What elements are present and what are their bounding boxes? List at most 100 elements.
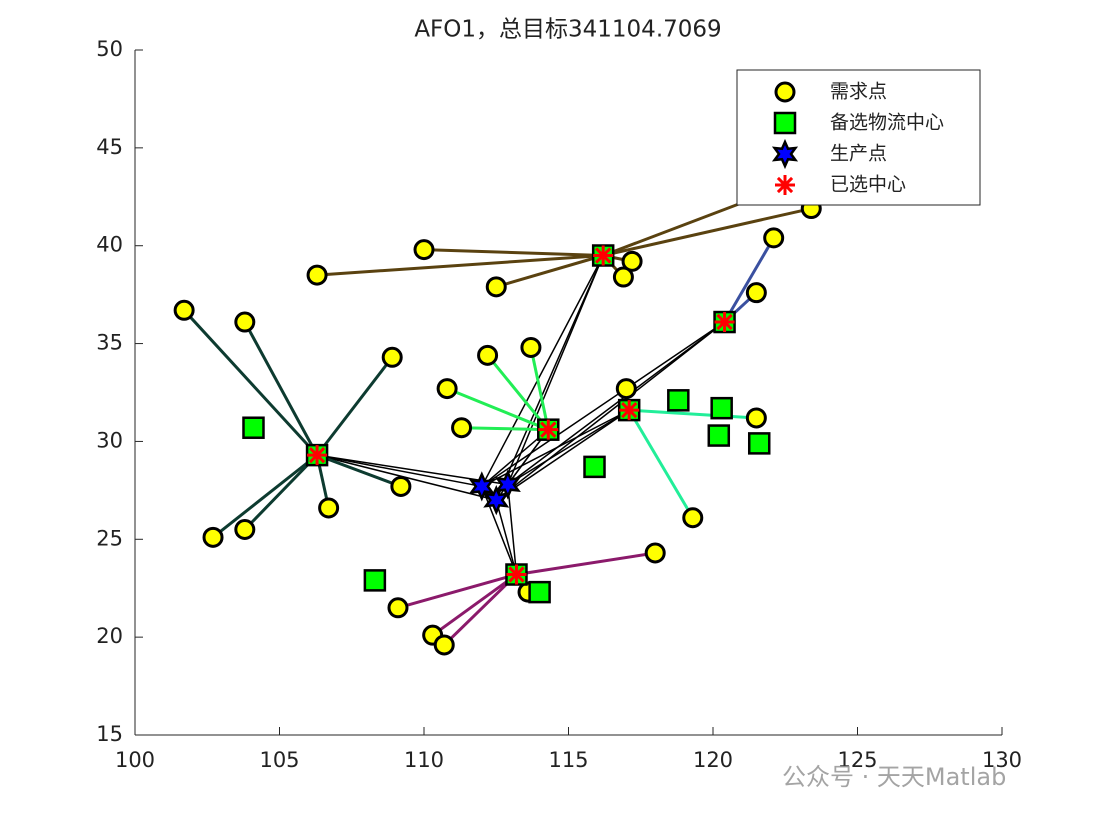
supply-link	[481, 486, 518, 575]
demand-point	[387, 597, 409, 619]
legend-marker	[773, 111, 797, 135]
demand-point	[234, 311, 256, 333]
candidate-center	[363, 569, 387, 592]
demand-point	[621, 250, 643, 272]
selected-center	[619, 400, 640, 421]
demand-point	[436, 378, 458, 400]
legend-label: 需求点	[830, 81, 887, 103]
candidate-center	[710, 396, 733, 420]
production-point	[468, 471, 495, 502]
legend-label: 生产点	[830, 143, 887, 165]
x-tick-label: 125	[837, 748, 877, 772]
demand-point	[745, 407, 767, 429]
assignment-link	[443, 573, 518, 647]
assignment-link	[461, 426, 549, 432]
assignment-link	[602, 207, 812, 257]
x-tick-label: 105	[259, 748, 299, 772]
legend-label: 已选中心	[830, 174, 906, 196]
assignment-link	[723, 237, 775, 323]
assignment-link	[315, 356, 394, 457]
demand-point	[413, 239, 435, 261]
assignment-link	[183, 309, 319, 457]
assignment-link	[629, 408, 757, 420]
supply-link	[316, 454, 508, 486]
watermark: 公众号 · 天天Matlab	[782, 763, 1006, 791]
supply-link	[481, 321, 725, 488]
assignment-link	[212, 453, 318, 539]
supply-link	[507, 321, 726, 486]
demand-point	[477, 344, 499, 366]
demand-point	[682, 507, 704, 529]
assignment-link	[516, 551, 656, 576]
legend-marker	[775, 175, 795, 195]
assignment-link	[423, 248, 604, 257]
demand-point	[451, 417, 473, 439]
demand-point	[615, 378, 637, 400]
production-point	[483, 485, 510, 516]
x-tick-label: 120	[693, 748, 733, 772]
x-tick-label: 115	[548, 748, 588, 772]
selected-center	[506, 564, 527, 585]
demand-point	[520, 336, 542, 358]
supply-link	[495, 499, 518, 575]
supply-link	[316, 454, 497, 501]
demand-point	[202, 526, 224, 548]
supply-link	[316, 454, 482, 488]
x-tick-label: 130	[982, 748, 1022, 772]
y-tick-label: 35	[96, 331, 123, 355]
selected-center	[307, 445, 328, 466]
candidate-center	[528, 580, 551, 604]
demand-point	[306, 264, 328, 286]
y-tick-label: 20	[96, 624, 123, 648]
y-tick-label: 15	[96, 722, 123, 746]
y-tick-label: 25	[96, 526, 123, 550]
assignment-link	[431, 573, 518, 637]
selected-center	[593, 245, 614, 266]
legend-marker	[774, 81, 796, 103]
demand-point	[390, 475, 412, 497]
assignment-link	[627, 409, 695, 519]
legend-marker	[771, 138, 799, 170]
demand-point	[745, 282, 767, 304]
selected-center	[714, 312, 735, 333]
y-tick-label: 50	[96, 37, 123, 61]
demand-point	[433, 634, 455, 656]
demand-point	[234, 519, 256, 540]
demand-point	[644, 542, 666, 564]
chart-title: AFO1，总目标341104.7069	[414, 17, 721, 43]
x-tick-label: 100	[115, 748, 155, 772]
assignment-link	[446, 387, 549, 432]
demand-point	[612, 266, 634, 288]
supply-link	[495, 255, 604, 501]
assignment-link	[243, 454, 319, 531]
assignment-link	[316, 453, 402, 488]
demand-point	[381, 346, 403, 368]
supply-link	[507, 409, 630, 486]
assignment-link	[316, 254, 604, 277]
assignment-link	[243, 321, 319, 456]
assignment-link	[495, 254, 604, 289]
supply-link	[495, 321, 726, 501]
demand-point	[318, 497, 340, 519]
supply-link	[495, 409, 630, 501]
demand-point	[173, 299, 195, 321]
candidate-center	[747, 432, 771, 455]
assignment-link	[486, 354, 550, 431]
candidate-center	[667, 389, 690, 412]
y-tick-label: 40	[96, 233, 123, 257]
legend-label: 备选物流中心	[830, 112, 944, 134]
selected-center	[538, 419, 559, 440]
supply-link	[507, 484, 518, 575]
assignment-link	[397, 573, 517, 610]
candidate-center	[707, 424, 731, 447]
assignment-link	[529, 347, 550, 430]
x-tick-label: 110	[404, 748, 444, 772]
y-tick-label: 30	[96, 428, 123, 452]
supply-link	[481, 255, 604, 487]
y-tick-label: 45	[96, 135, 123, 159]
demand-point	[763, 227, 785, 249]
candidate-center	[583, 455, 606, 479]
production-point	[494, 469, 521, 500]
